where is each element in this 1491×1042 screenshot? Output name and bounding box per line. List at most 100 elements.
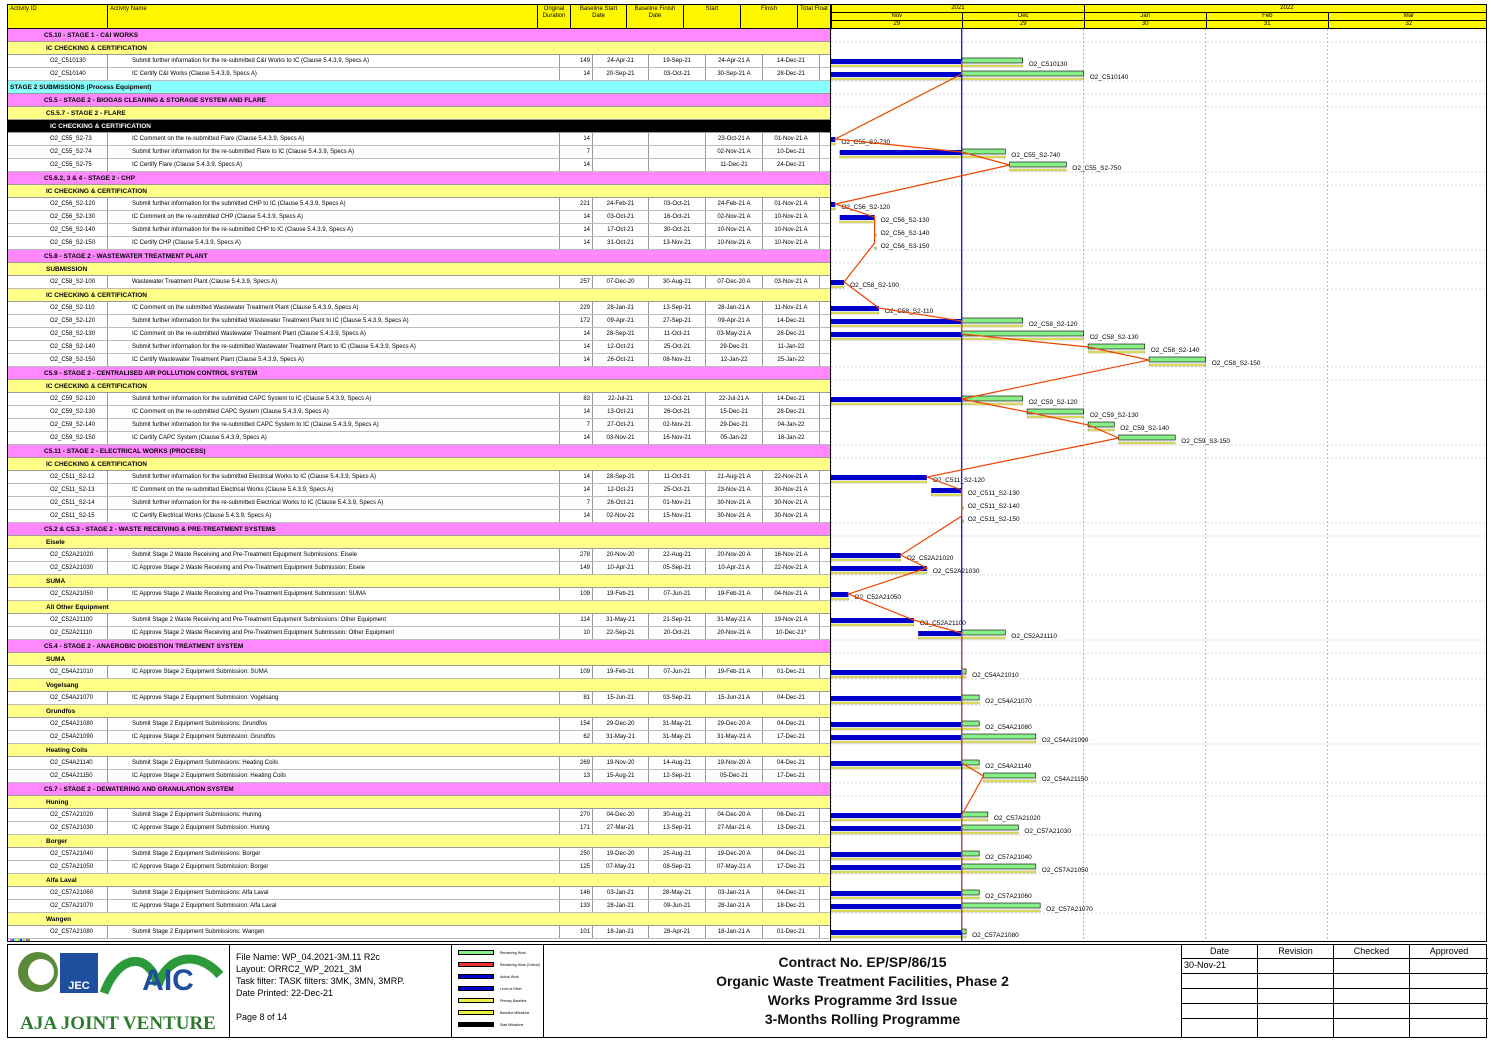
activity-row[interactable]: O2_C56_S2-150 IC Certify CHP (Clause 5.4.… [8,237,830,250]
activity-row[interactable]: O2_C54A21080 Submit Stage 2 Equipment Sub… [8,718,830,731]
cell-bs: 20-Nov-20 [593,549,649,561]
wbs-group-row[interactable]: SUBMISSION [8,263,830,276]
activity-row[interactable]: O2_C510140 IC Certify C&I Works (Clause 5… [8,68,830,81]
activity-row[interactable]: O2_C58_S2-130 IC Comment on the re-submit… [8,328,830,341]
cell-name: IC Approve Stage 2 Equipment Submission:… [130,666,560,678]
wbs-group-row[interactable]: All Other Equipment [8,601,830,614]
rev-cell [1258,989,1334,1004]
wbs-group-row[interactable]: C5.6.2, 3 & 4 - STAGE 2 - CHP [8,172,830,185]
wbs-group-row[interactable]: IC CHECKING & CERTIFICATION [8,185,830,198]
activity-row[interactable]: O2_C57A21040 Submit Stage 2 Equipment Sub… [8,848,830,861]
cell-tf: 15 [820,315,830,327]
wbs-group-row[interactable]: C5.7 - STAGE 2 - DEWATERING AND GRANULAT… [8,783,830,796]
wbs-group-row[interactable]: IC CHECKING & CERTIFICATION [8,42,830,55]
activity-row[interactable]: O2_C54A21150 IC Approve Stage 2 Equipment… [8,770,830,783]
activity-row[interactable]: O2_C57A21080 Submit Stage 2 Equipment Sub… [8,926,830,939]
activity-row[interactable]: O2_C57A21060 Submit Stage 2 Equipment Sub… [8,887,830,900]
activity-row[interactable]: O2_C54A21070 IC Approve Stage 2 Equipment… [8,692,830,705]
actual-work-bar [831,826,962,831]
wbs-group-row[interactable]: Grundfos [8,705,830,718]
activity-row[interactable]: O2_C52A21110 IC Approve Stage 2 Waste Rec… [8,627,830,640]
wbs-group-row[interactable]: Huning [8,796,830,809]
activity-row[interactable]: O2_C52A21050 IC Approve Stage 2 Waste Rec… [8,588,830,601]
wbs-group-label: SUBMISSION [46,266,88,273]
wbs-group-row[interactable]: C5.9 - STAGE 2 - CENTRALISED AIR POLLUTI… [8,367,830,380]
wbs-group-row[interactable]: Wangen [8,913,830,926]
activity-row[interactable]: O2_C57A21070 IC Approve Stage 2 Equipment… [8,900,830,913]
cell-dur: 83 [560,393,593,405]
activity-row[interactable]: O2_C52A21030 IC Approve Stage 2 Waste Rec… [8,562,830,575]
activity-row[interactable]: O2_C57A21050 IC Approve Stage 2 Equipment… [8,861,830,874]
activity-row[interactable]: O2_C58_S2-100 Wastewater Treatment Plant … [8,276,830,289]
activity-row[interactable]: O2_C54A21140 Submit Stage 2 Equipment Sub… [8,757,830,770]
cell-dur: 125 [560,861,593,873]
cell-name: Submit further information for the submi… [130,198,560,210]
wbs-group-row[interactable]: Eisele [8,536,830,549]
wbs-group-row[interactable]: Borger [8,835,830,848]
wbs-group-row[interactable]: IC CHECKING & CERTIFICATION [8,120,830,133]
activity-row[interactable]: O2_C59_S2-120 Submit further information … [8,393,830,406]
wbs-group-row[interactable]: SUMA [8,575,830,588]
activity-row[interactable]: O2_C511_S2-14 Submit further information … [8,497,830,510]
activity-row[interactable]: O2_C59_S2-130 IC Comment on the re-submit… [8,406,830,419]
activity-row[interactable]: O2_C510130 Submit further information for… [8,55,830,68]
cell-bs: 07-May-21 [593,861,649,873]
activity-row[interactable]: O2_C54A21090 IC Approve Stage 2 Equipment… [8,731,830,744]
activity-row[interactable]: O2_C59_S2-150 IC Certify CAPC System (Cla… [8,432,830,445]
activity-row[interactable]: O2_C54A21010 IC Approve Stage 2 Equipment… [8,666,830,679]
cell-name: IC Comment on the re-submitted CAPC Syst… [130,406,560,418]
activity-row[interactable]: O2_C52A21020 Submit Stage 2 Waste Receivi… [8,549,830,562]
activity-row[interactable]: O2_C57A21030 IC Approve Stage 2 Equipment… [8,822,830,835]
cell-bs: 28-Jan-21 [593,302,649,314]
wbs-group-row[interactable]: Vogelsang [8,679,830,692]
activity-row[interactable]: O2_C511_S2-15 IC Certify Electrical Works… [8,510,830,523]
cell-dur: 14 [560,341,593,353]
cell-tf: 66 [820,770,830,782]
cell-name: Submit further information for the re-su… [130,55,560,67]
cell-dur: 172 [560,315,593,327]
activity-row[interactable]: O2_C511_S2-13 IC Comment on the re-submit… [8,484,830,497]
activity-bar-label: O2_C57A21060 [985,893,1032,900]
activity-row[interactable]: O2_C59_S2-140 Submit further information … [8,419,830,432]
wbs-group-row[interactable]: C5.5.7 - STAGE 2 - FLARE [8,107,830,120]
cell-id: O2_C56_S2-140 [48,224,108,236]
wbs-group-row[interactable]: C5.2 & C5.3 - STAGE 2 - WASTE RECEIVING … [8,523,830,536]
activity-row[interactable]: O2_C56_S2-120 Submit further information … [8,198,830,211]
wbs-group-row[interactable]: STAGE 2 SUBMISSIONS (Process Equipment) [8,81,830,94]
activity-row[interactable]: O2_C56_S2-140 Submit further information … [8,224,830,237]
wbs-group-row[interactable]: C5.11 - STAGE 2 - ELECTRICAL WORKS (PROC… [8,445,830,458]
activity-row[interactable]: O2_C55_S2-75 IC Certify Flare (Clause 5.4… [8,159,830,172]
activity-row[interactable]: O2_C55_S2-74 Submit further information f… [8,146,830,159]
cell-f: 13-Dec-21 [763,822,820,834]
wbs-group-row[interactable]: IC CHECKING & CERTIFICATION [8,380,830,393]
activity-row[interactable]: O2_C58_S2-110 IC Comment on the submitted… [8,302,830,315]
baseline-bar [831,857,980,861]
activity-row[interactable]: O2_C57A21020 Submit Stage 2 Equipment Sub… [8,809,830,822]
wbs-group-row[interactable]: SUMA [8,653,830,666]
actual-work-bar [839,150,962,155]
wbs-group-row[interactable]: C5.10 - STAGE 1 - C&I WORKS [8,29,830,42]
cell-tf [820,614,830,626]
cell-s: 09-Apr-21 A [706,315,763,327]
activity-row[interactable]: O2_C52A21100 Submit Stage 2 Waste Receivi… [8,614,830,627]
actual-work-bar [831,891,962,896]
activity-row[interactable]: O2_C58_S2-150 IC Certify Wastewater Treat… [8,354,830,367]
wbs-group-row[interactable]: C5.5 - STAGE 2 - BIOGAS CLEANING & STORA… [8,94,830,107]
activity-row[interactable]: O2_C55_S2-73 IC Comment on the re-submitt… [8,133,830,146]
activity-row[interactable]: O2_C58_S2-120 Submit further information … [8,315,830,328]
activity-row[interactable]: O2_C56_S2-130 IC Comment on the re-submit… [8,211,830,224]
cell-bf: 30-Aug-21 [649,276,706,288]
remaining-work-bar [961,811,989,818]
wbs-group-row[interactable]: C5.4 - STAGE 2 - ANAEROBIC DIGESTION TRE… [8,640,830,653]
baseline-bar [831,896,980,900]
legend-item: Primary Baseline [458,998,526,1003]
activity-row[interactable]: O2_C58_S2-140 Submit further information … [8,341,830,354]
wbs-group-row[interactable]: IC CHECKING & CERTIFICATION [8,289,830,302]
activity-row[interactable]: O2_C511_S2-12 Submit further information … [8,471,830,484]
col-baseline-finish: Baseline Finish Date [627,5,684,29]
activity-bar-label: O2_C52A21100 [920,620,967,627]
wbs-group-row[interactable]: C5.8 - STAGE 2 - WASTEWATER TREATMENT PL… [8,250,830,263]
wbs-group-row[interactable]: IC CHECKING & CERTIFICATION [8,458,830,471]
wbs-group-row[interactable]: Heating Coils [8,744,830,757]
wbs-group-row[interactable]: Alfa Laval [8,874,830,887]
